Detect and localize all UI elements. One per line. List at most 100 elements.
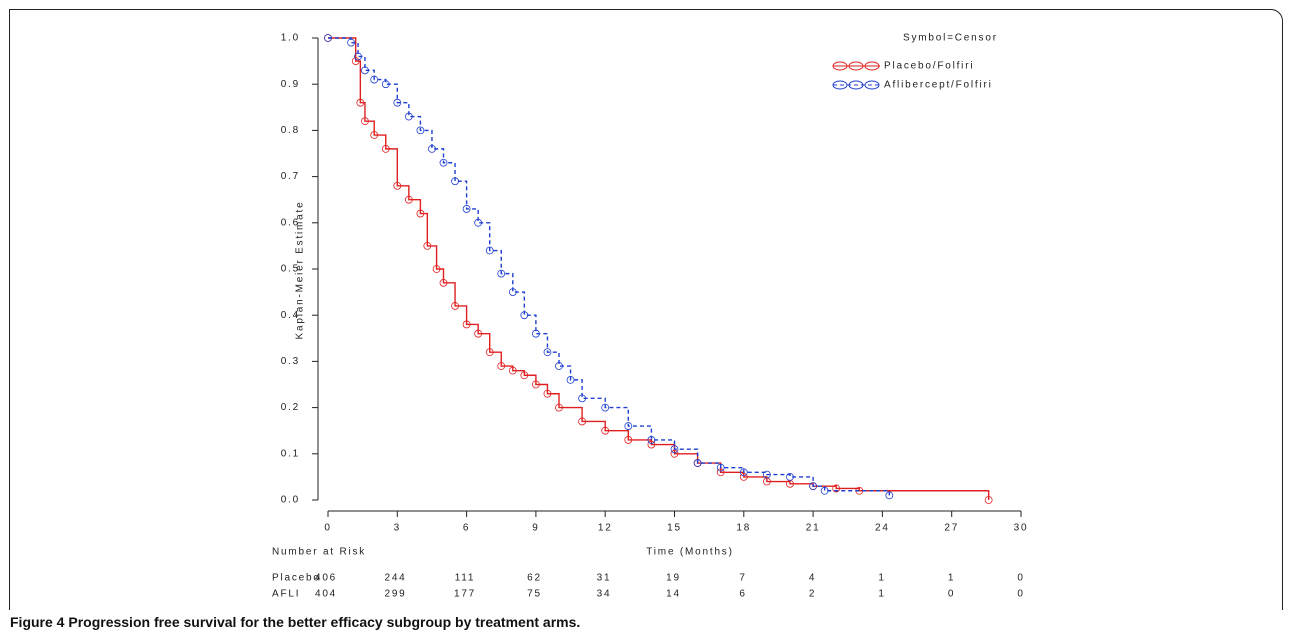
risk-value: 14 — [666, 589, 681, 600]
censor-marker — [647, 440, 656, 449]
censor-marker — [356, 98, 365, 107]
caption-text: Progression free survival for the better… — [68, 614, 581, 630]
censor-marker — [763, 470, 771, 479]
y-tick-label: 0.4 — [281, 310, 300, 321]
censor-marker — [670, 449, 679, 458]
censor-marker — [404, 112, 413, 121]
censor-marker — [416, 126, 425, 135]
legend-marker — [848, 80, 864, 90]
censor-marker — [497, 362, 506, 370]
censor-marker — [381, 144, 390, 153]
y-tick-label: 0.5 — [281, 264, 300, 275]
censor-marker — [370, 75, 379, 84]
censor-marker — [601, 426, 610, 435]
censor-marker — [485, 348, 494, 357]
censor-marker — [739, 472, 748, 481]
y-tick-label: 0.3 — [281, 356, 300, 367]
x-tick-label: 21 — [806, 523, 821, 534]
censor-marker — [566, 375, 575, 384]
censor-marker — [716, 463, 725, 472]
censor-marker — [451, 177, 459, 186]
censor-marker — [361, 66, 369, 75]
censor-marker — [439, 278, 448, 287]
y-tick-label: 0.0 — [281, 495, 300, 506]
risk-value: 1 — [878, 589, 885, 600]
censor-marker — [578, 394, 586, 403]
censor-marker — [555, 403, 563, 412]
risk-value: 34 — [597, 589, 612, 600]
censor-marker — [462, 205, 471, 213]
risk-value: 0 — [948, 589, 955, 600]
survival-curve — [328, 37, 891, 496]
legend-marker — [832, 80, 848, 90]
risk-value: 404 — [315, 589, 337, 600]
censor-marker — [670, 445, 679, 454]
x-tick-label: 30 — [1014, 523, 1029, 534]
censor-marker — [578, 417, 586, 426]
survival-curve — [328, 37, 990, 500]
censor-marker — [370, 131, 379, 139]
legend-marker — [864, 80, 880, 90]
x-tick-label: 27 — [944, 523, 959, 534]
censor-marker — [532, 380, 540, 389]
x-tick-label: 24 — [875, 523, 890, 534]
legend-label: Placebo/Folfiri — [884, 61, 974, 72]
risk-value: 4 — [809, 573, 816, 584]
chart: Symbol=Censor Time (Months) Kaplan-Meier… — [272, 33, 1029, 600]
y-tick-label: 0.6 — [281, 217, 300, 228]
legend-marker — [832, 61, 848, 71]
censor-marker — [520, 311, 529, 320]
censor-marker — [624, 436, 633, 444]
x-tick-label: 9 — [532, 523, 539, 534]
censor-marker — [354, 52, 362, 61]
censor-marker — [416, 209, 425, 218]
risk-value: 6 — [739, 589, 746, 600]
risk-value: 2 — [809, 589, 816, 600]
censor-marker — [786, 472, 794, 481]
x-tick-label: 3 — [394, 523, 401, 534]
risk-value: 7 — [739, 573, 746, 584]
x-axis-label: Time (Months) — [646, 547, 733, 558]
censor-marker — [624, 422, 633, 430]
y-tick-label: 1.0 — [281, 33, 300, 44]
censor-marker — [428, 144, 436, 153]
risk-value: 177 — [454, 589, 476, 600]
risk-value: 31 — [597, 573, 612, 584]
censor-marker — [601, 403, 610, 412]
censor-marker — [832, 484, 841, 493]
censor-marker — [739, 468, 748, 477]
censor-marker — [347, 38, 356, 47]
legend-title: Symbol=Censor — [903, 33, 998, 44]
risk-row-label: Placebo — [272, 573, 321, 584]
risk-value: 244 — [384, 573, 406, 584]
censor-marker — [543, 348, 552, 357]
censor-marker — [809, 482, 817, 491]
risk-value: 0 — [1017, 589, 1024, 600]
caption-label: Figure 4 — [10, 614, 65, 630]
censor-marker — [508, 288, 517, 297]
x-tick-label: 12 — [598, 523, 613, 534]
legend-marker — [864, 61, 880, 71]
figure-frame — [9, 9, 1283, 610]
censor-marker — [404, 195, 413, 204]
censor-marker — [497, 269, 506, 278]
risk-value: 75 — [527, 589, 542, 600]
y-tick-label: 0.7 — [281, 171, 300, 182]
censor-marker — [393, 98, 402, 107]
risk-title: Number at Risk — [272, 547, 366, 558]
y-tick-label: 0.9 — [281, 79, 300, 90]
legend-marker — [848, 61, 864, 71]
x-tick-label: 6 — [463, 523, 470, 534]
censor-marker — [351, 57, 360, 65]
y-axis-label: Kaplan-Meier Estimate — [295, 201, 306, 340]
censor-marker — [984, 496, 993, 504]
censor-marker — [474, 329, 483, 338]
censor-marker — [532, 329, 540, 338]
censor-marker — [451, 302, 459, 310]
risk-value: 62 — [527, 573, 542, 584]
risk-value: 406 — [315, 573, 337, 584]
censor-marker — [647, 436, 656, 444]
censor-marker — [693, 459, 702, 467]
censor-marker — [324, 34, 332, 42]
censor-marker — [393, 181, 402, 190]
